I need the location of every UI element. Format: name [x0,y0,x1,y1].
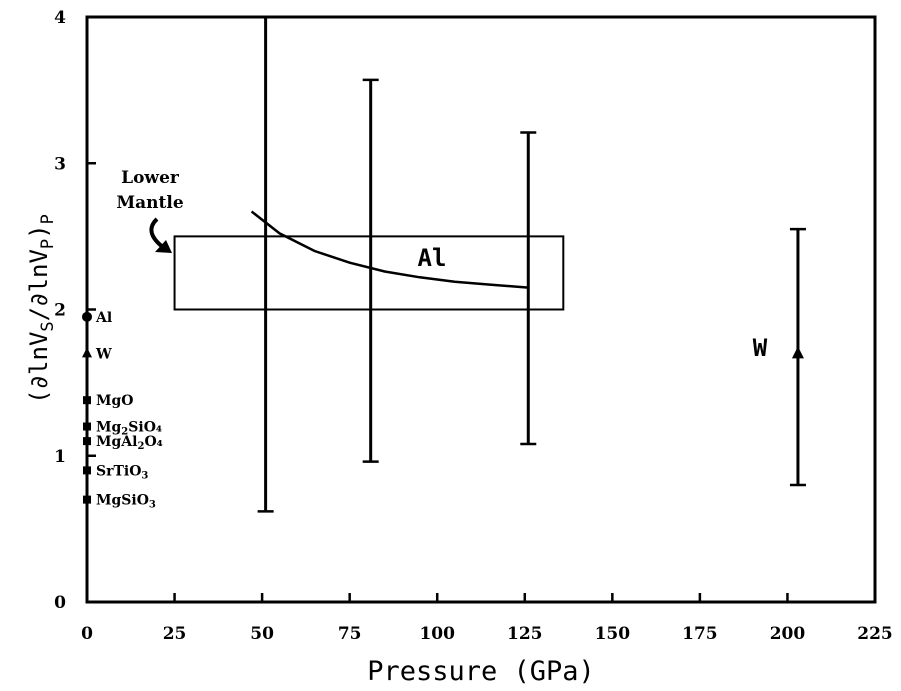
zero-pressure-square-marker [83,422,91,431]
al-curve-label: Al [418,244,447,272]
x-tick-label: 200 [770,624,806,644]
y-axis-title: (∂lnVS/∂lnVP)P [25,214,58,404]
x-tick-label: 75 [338,624,362,644]
lower-mantle-arrow [149,217,166,250]
x-tick-label: 225 [857,624,893,644]
x-tick-label: 100 [419,624,455,644]
zero-pressure-square-marker [83,437,91,446]
x-tick-label: 0 [81,624,93,644]
zero-pressure-label: MgSiO3 [96,493,156,511]
al-curve [250,210,529,289]
w-point-label: W [753,334,768,362]
y-title-sub-s: S [38,321,58,331]
x-tick-label: 150 [595,624,631,644]
y-tick-label: 0 [54,593,66,613]
x-axis-title: Pressure (GPa) [367,656,595,687]
y-title-part-3: ) [25,224,53,238]
tick-layer: 0 25 50 75 100 125 150 175 200 225 0 1 2 3 4 [54,8,893,644]
marks-layer [82,17,806,513]
zero-pressure-triangle-marker [82,347,92,358]
w-point-triangle [791,346,804,359]
lower-mantle-label-line-2: Mantle [116,193,184,213]
y-tick-label: 3 [54,154,66,174]
zero-pressure-square-marker [83,466,91,475]
x-tick-label: 25 [163,624,187,644]
zero-pressure-circle-marker [82,311,92,322]
x-tick-label: 50 [250,624,274,644]
zero-pressure-label: MgAl2O₄ [96,434,163,452]
y-title-part-1: (∂lnV [25,332,53,404]
x-tick-label: 125 [507,624,543,644]
zero-pressure-label: Al [95,310,112,326]
y-tick-label: 4 [54,8,66,28]
x-tick-label: 175 [682,624,718,644]
y-tick-label: 1 [54,447,66,467]
zero-pressure-label: SrTiO3 [96,463,148,481]
zero-pressure-label: Mg2SiO₄ [96,420,162,438]
y-title-sub-p: P [38,239,58,249]
zero-pressure-square-marker [83,396,91,405]
lower-mantle-box [173,235,565,311]
lower-mantle-arrowhead [155,240,172,253]
y-title-sub-outer-p: P [38,214,58,224]
zero-pressure-label: MgO [96,393,133,409]
zero-pressure-label: W [95,346,112,362]
y-title-part-2: /∂lnV [25,249,53,321]
y-tick-label: 2 [54,301,66,321]
zero-pressure-square-marker [83,495,91,504]
lower-mantle-label-line-1: Lower [121,168,180,188]
